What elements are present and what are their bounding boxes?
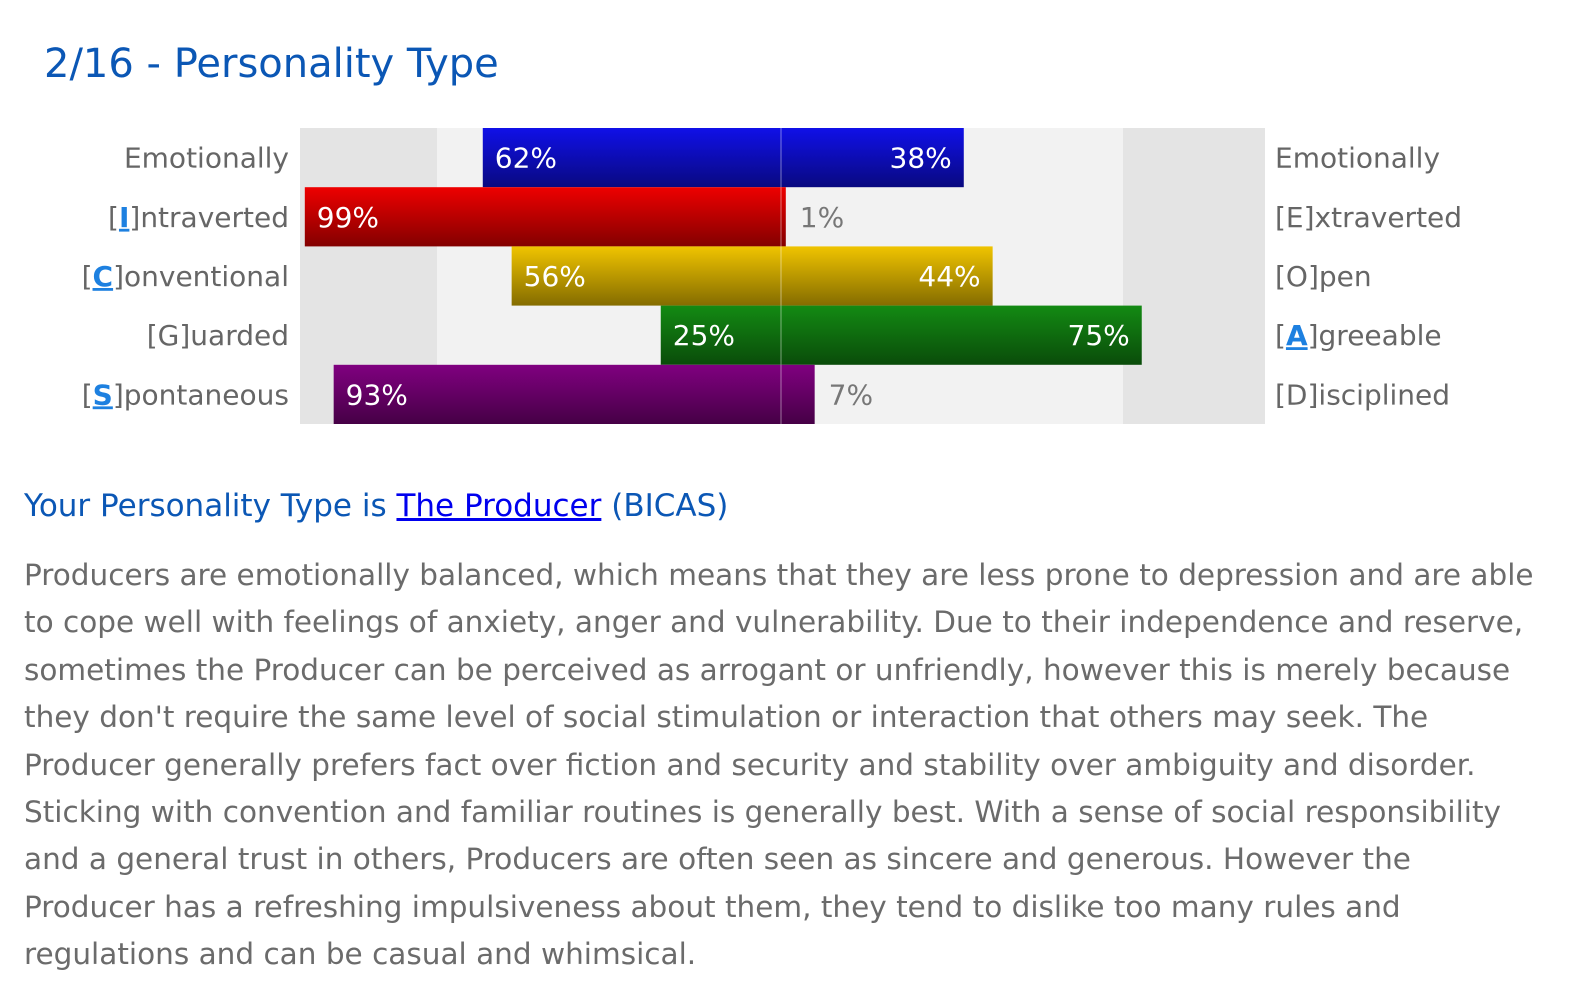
- trait-label-right-3: [A]greeable: [1275, 319, 1442, 352]
- personality-code: (BICAS): [611, 488, 729, 524]
- trait-label-left-4-letter[interactable]: S: [93, 378, 113, 411]
- trait-label-left-3: [G]uarded: [147, 319, 289, 352]
- trait-label-left-4: [S]pontaneous: [82, 378, 289, 411]
- trait-label-right-3-letter[interactable]: A: [1286, 319, 1308, 352]
- value-label-left-4: 93%: [346, 378, 408, 411]
- value-label-left-0: 62%: [495, 142, 557, 175]
- value-label-right-2: 44%: [918, 260, 980, 293]
- trait-label-left-2: [C]onventional: [82, 260, 289, 293]
- bar-left-2: [511, 246, 781, 306]
- trait-label-right-2: [O]pen: [1275, 260, 1372, 293]
- personality-type-link[interactable]: The Producer: [396, 488, 602, 524]
- bar-left-3: [660, 305, 781, 365]
- value-label-left-1: 99%: [317, 201, 379, 234]
- plot-band-right: [1123, 128, 1265, 424]
- personality-chart: 62% 38% 99% 1% 56% 44% 25% 75% 93% 7% Emotionally…: [82, 128, 1462, 424]
- value-label-left-3: 25%: [673, 319, 735, 352]
- bar-right-3: [781, 305, 1142, 365]
- trait-label-right-0: Emotionally: [1275, 142, 1440, 175]
- trait-label-left-1-letter[interactable]: I: [119, 201, 129, 234]
- page-title: 2/16 - Personality Type: [44, 41, 499, 87]
- bar-left-0: [482, 128, 781, 188]
- value-label-right-3: 75%: [1068, 319, 1130, 352]
- trait-label-right-1: [E]xtraverted: [1275, 201, 1462, 234]
- bar-right-1: [781, 187, 786, 247]
- value-label-right-4: 7%: [829, 378, 873, 411]
- trait-label-left-1: [I]ntraverted: [108, 201, 289, 234]
- bar-right-2: [781, 246, 993, 306]
- value-label-right-1: 1%: [800, 201, 844, 234]
- trait-label-right-4: [D]isciplined: [1275, 378, 1450, 411]
- value-label-left-2: 56%: [524, 260, 586, 293]
- bar-right-4: [781, 364, 815, 424]
- bar-left-1: [304, 187, 781, 247]
- result-prefix: Your Personality Type is: [24, 488, 387, 524]
- trait-label-left-0: Emotionally: [124, 142, 289, 175]
- personality-description: Producers are emotionally balanced, whic…: [24, 558, 1534, 972]
- bar-right-0: [781, 128, 964, 188]
- value-label-right-0: 38%: [890, 142, 952, 175]
- personality-result: Your Personality Type is The Producer (B…: [24, 484, 728, 528]
- trait-label-left-2-letter[interactable]: C: [93, 260, 114, 293]
- bar-left-4: [333, 364, 781, 424]
